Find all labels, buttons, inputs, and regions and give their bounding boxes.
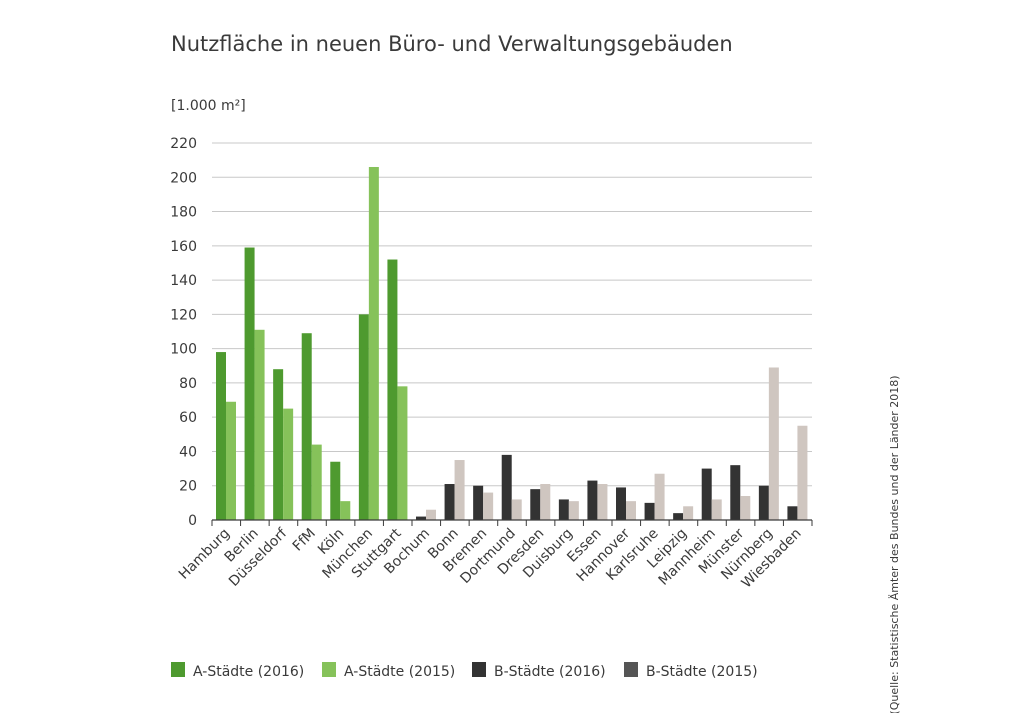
y-tick-label: 60 xyxy=(179,410,197,426)
source-note: (Quelle: Statistische Ämter des Bundes u… xyxy=(888,375,901,713)
y-tick-label: 160 xyxy=(170,239,197,255)
y-tick-label: 120 xyxy=(170,307,197,323)
bar-nürnberg-2015 xyxy=(768,367,779,520)
bar-leipzig-2015 xyxy=(683,506,694,520)
bar-leipzig-2016 xyxy=(673,513,684,520)
bar-berlin-2015 xyxy=(254,329,265,520)
bar-bonn-2015 xyxy=(454,460,465,520)
y-unit-label: [1.000 m²] xyxy=(171,98,246,114)
y-tick-label: 140 xyxy=(170,273,197,289)
bar-dresden-2016 xyxy=(530,489,541,520)
bar-bochum-2015 xyxy=(426,509,436,520)
y-tick-label: 40 xyxy=(179,444,197,460)
bar-mannheim-2015 xyxy=(711,499,722,520)
legend-label: B-Städte (2016) xyxy=(494,664,606,680)
bar-duisburg-2015 xyxy=(568,501,579,520)
y-tick-label: 200 xyxy=(170,170,197,186)
bar-münchen-2015 xyxy=(368,166,379,520)
bar-münchen-2016 xyxy=(358,314,369,520)
y-tick-label: 0 xyxy=(188,513,197,529)
legend-swatch xyxy=(322,662,336,677)
legend: A-Städte (2016) A-Städte (2015) B-Städte (… xyxy=(171,662,758,680)
bar-karlsruhe-2016 xyxy=(644,502,655,520)
bar-köln-2015 xyxy=(340,501,351,520)
y-tick-label: 100 xyxy=(170,342,197,358)
bar-ffm-2015 xyxy=(311,444,322,520)
bar-duisburg-2016 xyxy=(558,499,569,520)
bar-düsseldorf-2016 xyxy=(273,369,284,520)
bar-hamburg-2015 xyxy=(226,401,236,520)
bar-münster-2015 xyxy=(740,496,751,520)
bar-bremen-2015 xyxy=(483,492,494,520)
bar-bonn-2016 xyxy=(444,484,455,520)
bar-nürnberg-2016 xyxy=(758,485,769,520)
y-tick-label: 80 xyxy=(179,376,197,392)
legend-label: A-Städte (2016) xyxy=(193,664,304,680)
bar-wiesbaden-2015 xyxy=(797,425,808,520)
legend-swatch xyxy=(472,662,486,677)
bar-stuttgart-2015 xyxy=(397,386,408,520)
bar-karlsruhe-2015 xyxy=(654,473,665,520)
legend-swatch xyxy=(171,662,185,677)
bar-essen-2015 xyxy=(597,484,608,520)
y-tick-label: 180 xyxy=(170,205,197,221)
bar-dortmund-2016 xyxy=(501,454,512,520)
bar-hamburg-2016 xyxy=(216,352,226,520)
bar-stuttgart-2016 xyxy=(387,259,398,520)
bar-bochum-2016 xyxy=(416,516,426,520)
legend-label: A-Städte (2015) xyxy=(344,664,455,680)
legend-label: B-Städte (2015) xyxy=(646,664,758,680)
bar-essen-2016 xyxy=(587,480,598,520)
bar-düsseldorf-2015 xyxy=(283,408,294,520)
bar-berlin-2016 xyxy=(244,247,255,521)
bar-münster-2016 xyxy=(730,465,741,520)
legend-swatch xyxy=(624,662,638,677)
x-axis xyxy=(211,519,813,526)
bar-hannover-2015 xyxy=(626,501,636,520)
x-tick-label: FfM xyxy=(290,526,319,555)
bar-dresden-2015 xyxy=(540,484,551,520)
bar-bremen-2016 xyxy=(473,485,484,520)
bar-hannover-2016 xyxy=(616,487,626,520)
bars xyxy=(216,166,808,521)
y-tick-label: 220 xyxy=(170,136,197,152)
bar-köln-2016 xyxy=(330,461,341,520)
bar-dortmund-2015 xyxy=(511,499,522,520)
bar-mannheim-2016 xyxy=(701,468,712,520)
chart-title: Nutzfläche in neuen Büro- und Verwaltung… xyxy=(171,32,733,56)
y-tick-label: 20 xyxy=(179,479,197,495)
bar-wiesbaden-2016 xyxy=(787,506,798,520)
bar-ffm-2016 xyxy=(301,333,312,520)
y-axis-ticks: 0 20 40 60 80 100 120 140 160 180 200 220 xyxy=(170,136,197,529)
